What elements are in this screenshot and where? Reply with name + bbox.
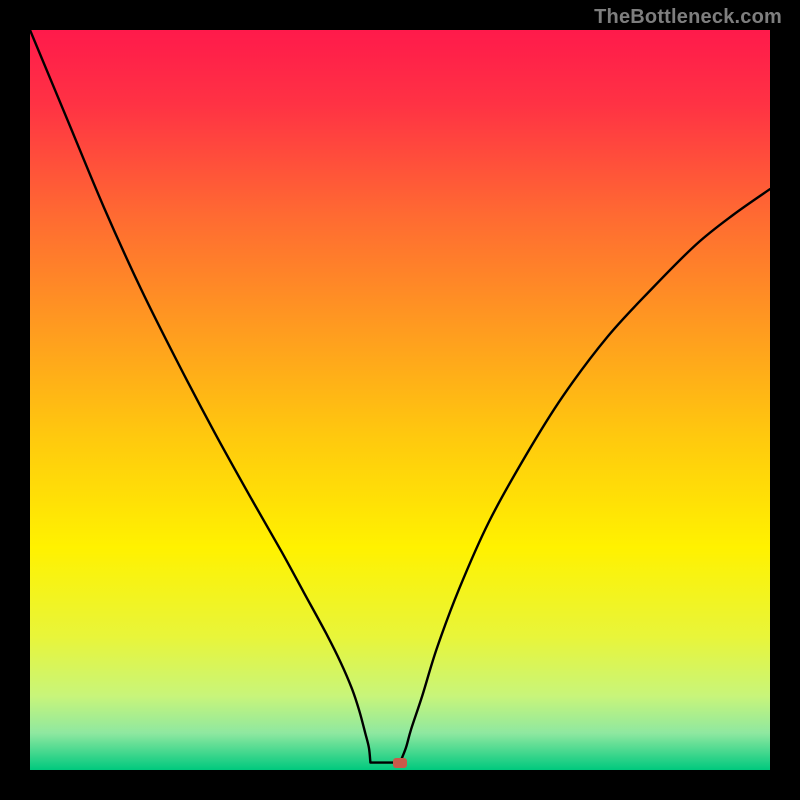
bottleneck-curve bbox=[30, 30, 770, 770]
chart-container: TheBottleneck.com bbox=[0, 0, 800, 800]
curve-path bbox=[30, 30, 770, 763]
watermark-text: TheBottleneck.com bbox=[594, 6, 782, 29]
optimal-point-marker bbox=[393, 758, 407, 768]
plot-area bbox=[30, 30, 770, 770]
